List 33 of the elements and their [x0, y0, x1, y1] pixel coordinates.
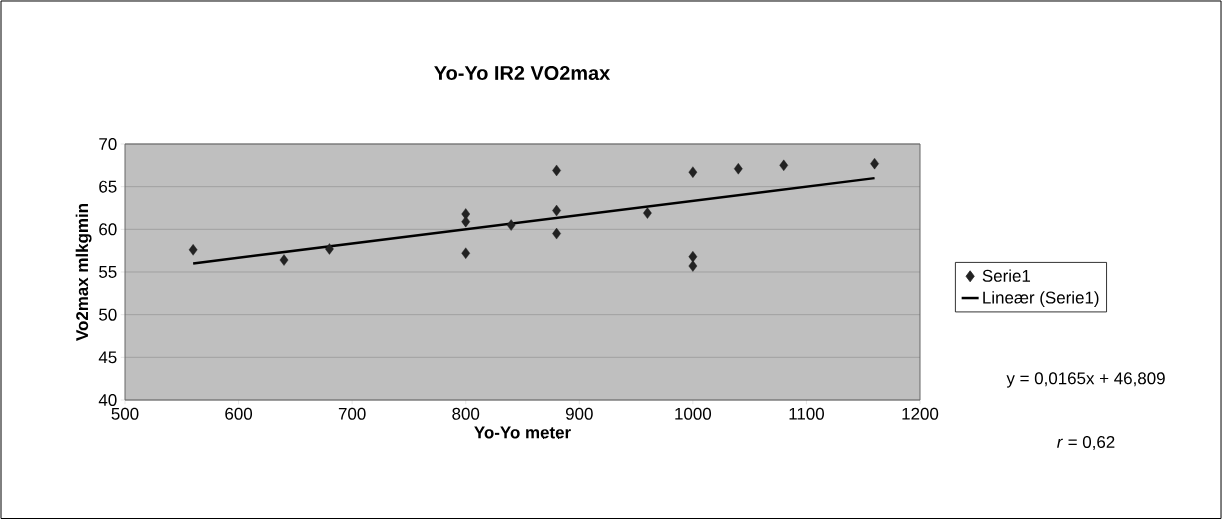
legend-label: Lineær (Serie1) [983, 291, 1099, 307]
y-tick-label: 70 [99, 138, 117, 150]
y-tick-label: 40 [98, 394, 117, 406]
x-tick-label: 800 [452, 407, 480, 420]
x-tick-label: 1100 [789, 407, 824, 420]
point [688, 166, 698, 178]
point [188, 244, 198, 256]
point [688, 250, 698, 263]
y-tick-label: 45 [98, 351, 117, 364]
point [461, 247, 471, 259]
y-axis-title: Vo2max mlkgmin [75, 204, 92, 341]
point [688, 260, 698, 272]
point [733, 163, 743, 175]
legend-label: Serie1 [982, 269, 1031, 282]
x-tick-label: 700 [338, 407, 366, 420]
point [325, 243, 334, 255]
x-axis-title: Yo-Yo meter [474, 426, 571, 439]
y-tick-label: 50 [99, 308, 117, 321]
x-tick-label: 900 [565, 407, 593, 420]
x-tick-label: 1200 [902, 407, 939, 420]
x-tick-label: 500 [111, 407, 139, 420]
point [279, 254, 289, 266]
point [779, 159, 789, 172]
text: y = 0,0165x + 46,809 [1006, 372, 1165, 388]
text: r = 0,62 [1057, 436, 1115, 450]
point [643, 207, 652, 219]
x-tick-label: 1000 [675, 407, 712, 420]
y-tick-label: 60 [99, 223, 117, 236]
x-tick-label: 600 [225, 407, 253, 420]
y-tick-label: 55 [99, 266, 117, 278]
y-tick-label: 65 [99, 180, 117, 193]
point [506, 219, 516, 231]
chart-title: Yo-Yo IR2 VO2max [434, 65, 611, 81]
